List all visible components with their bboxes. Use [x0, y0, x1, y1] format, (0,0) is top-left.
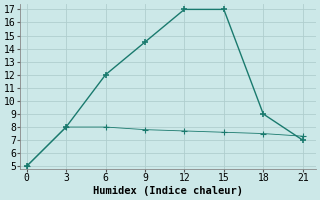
X-axis label: Humidex (Indice chaleur): Humidex (Indice chaleur)	[93, 186, 243, 196]
